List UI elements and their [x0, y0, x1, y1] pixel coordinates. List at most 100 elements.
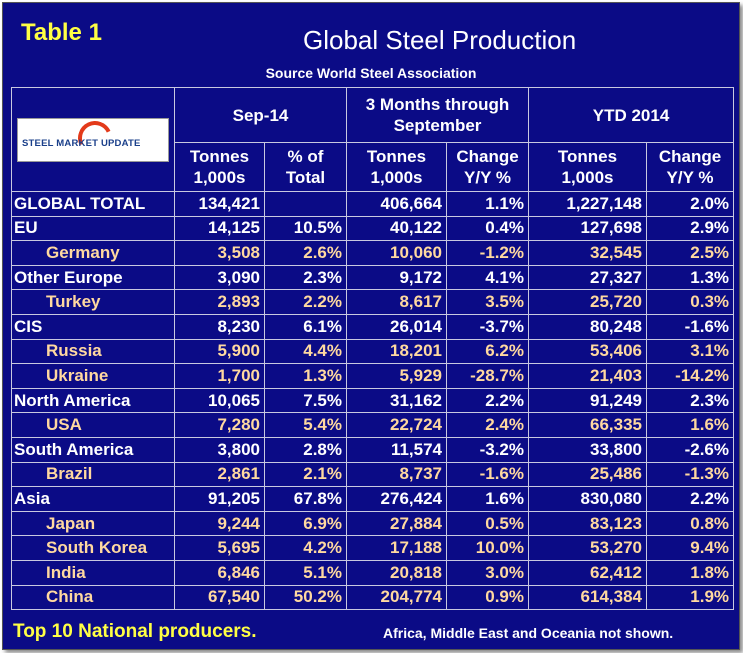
col-label-line1: Change	[658, 147, 722, 166]
cell-ytd-change: 9.4%	[645, 535, 735, 561]
col-3m-change: Change Y/Y %	[446, 142, 529, 192]
cell-sep-tonnes: 8,230	[174, 313, 265, 340]
table-row: Brazil 2,861 2.1% 8,737 -1.6% 25,486 -1.3%	[11, 461, 735, 488]
cell-region-name: Turkey	[11, 289, 175, 315]
steel-market-update-logo: STEEL MARKET UPDATE	[17, 115, 169, 162]
table-row: Japan 9,244 6.9% 27,884 0.5% 83,123 0.8%	[11, 510, 735, 537]
table-row: North America 10,065 7.5% 31,162 2.2% 91,249 2…	[11, 387, 735, 414]
cell-sep-pct: 4.2%	[264, 535, 347, 561]
col-label-line1: Tonnes	[189, 147, 250, 166]
cell-ytd-tonnes: 32,545	[528, 240, 647, 266]
cell-region-name: GLOBAL TOTAL	[11, 191, 175, 217]
cell-sep-tonnes: 5,900	[174, 338, 265, 365]
cell-3m-tonnes: 204,774	[346, 584, 447, 611]
cell-ytd-change: 1.3%	[645, 264, 735, 291]
cell-sep-tonnes: 2,861	[174, 461, 265, 488]
cell-sep-pct: 2.1%	[264, 461, 347, 488]
cell-3m-change: 10.0%	[446, 535, 529, 561]
cell-ytd-tonnes: 83,123	[528, 510, 647, 537]
table-row: Other Europe 3,090 2.3% 9,172 4.1% 27,327 1.3%	[11, 264, 735, 291]
cell-region-name: Russia	[11, 338, 175, 365]
cell-ytd-tonnes: 80,248	[528, 313, 647, 340]
cell-ytd-tonnes: 21,403	[528, 363, 647, 389]
footer-note-top-10: Top 10 National producers.	[13, 621, 257, 642]
col-label-line1: % of	[287, 147, 324, 166]
page-title: Global Steel Production	[303, 25, 577, 55]
cell-sep-tonnes: 10,065	[174, 387, 265, 414]
table-row: China 67,540 50.2% 204,774 0.9% 614,384 1.9%	[11, 584, 735, 611]
cell-region-name: South America	[11, 436, 175, 463]
cell-3m-change: 1.6%	[446, 486, 529, 512]
col-label-line2: 1,000s	[193, 168, 246, 187]
cell-ytd-change: 1.6%	[645, 412, 735, 438]
cell-ytd-tonnes: 53,270	[528, 535, 647, 561]
cell-sep-tonnes: 3,508	[174, 240, 265, 266]
footer-note-not-shown: Africa, Middle East and Oceania not show…	[383, 625, 674, 641]
table-row: Asia 91,205 67.8% 276,424 1.6% 830,080 2.2%	[11, 486, 735, 512]
cell-sep-tonnes: 91,205	[174, 486, 265, 512]
cell-sep-tonnes: 3,090	[174, 264, 265, 291]
cell-ytd-tonnes: 91,249	[528, 387, 647, 414]
cell-ytd-tonnes: 62,412	[528, 559, 647, 586]
col-label-line1: Tonnes	[366, 147, 427, 166]
cell-sep-pct: 2.8%	[264, 436, 347, 463]
col-label-line1: Change	[456, 147, 519, 166]
cell-sep-tonnes: 134,421	[174, 191, 265, 217]
steel-production-table: STEEL MARKET UPDATE Sep-14 3 Months thro…	[11, 87, 735, 611]
cell-3m-change: 4.1%	[446, 264, 529, 291]
cell-3m-change: -1.6%	[446, 461, 529, 488]
cell-ytd-tonnes: 25,486	[528, 461, 647, 488]
cell-sep-pct: 67.8%	[264, 486, 347, 512]
cell-sep-pct: 6.1%	[264, 313, 347, 340]
cell-ytd-tonnes: 614,384	[528, 584, 647, 611]
cell-3m-tonnes: 17,188	[346, 535, 447, 561]
cell-sep-pct: 2.6%	[264, 240, 347, 266]
cell-3m-tonnes: 40,122	[346, 215, 447, 242]
cell-region-name: CIS	[11, 313, 175, 340]
cell-3m-tonnes: 10,060	[346, 240, 447, 266]
cell-region-name: Brazil	[11, 461, 175, 488]
cell-sep-pct: 2.2%	[264, 289, 347, 315]
cell-ytd-change: 2.0%	[645, 191, 735, 217]
cell-sep-pct: 2.3%	[264, 264, 347, 291]
col-sep-pct: % of Total	[264, 142, 347, 192]
cell-ytd-tonnes: 33,800	[528, 436, 647, 463]
cell-region-name: EU	[11, 215, 175, 242]
cell-sep-tonnes: 5,695	[174, 535, 265, 561]
cell-ytd-tonnes: 830,080	[528, 486, 647, 512]
cell-3m-tonnes: 406,664	[346, 191, 447, 217]
table-row: USA 7,280 5.4% 22,724 2.4% 66,335 1.6%	[11, 412, 735, 438]
cell-3m-change: -28.7%	[446, 363, 529, 389]
table-row: CIS 8,230 6.1% 26,014 -3.7% 80,248 -1.6%	[11, 313, 735, 340]
cell-3m-tonnes: 20,818	[346, 559, 447, 586]
cell-ytd-change: -14.2%	[645, 363, 735, 389]
cell-ytd-tonnes: 66,335	[528, 412, 647, 438]
cell-ytd-change: 3.1%	[645, 338, 735, 365]
cell-3m-tonnes: 31,162	[346, 387, 447, 414]
cell-sep-tonnes: 7,280	[174, 412, 265, 438]
cell-3m-change: 0.4%	[446, 215, 529, 242]
cell-ytd-change: 2.2%	[645, 486, 735, 512]
logo-cell: STEEL MARKET UPDATE	[11, 87, 175, 192]
logo-text: STEEL MARKET UPDATE	[22, 137, 141, 149]
cell-ytd-change: 1.9%	[645, 584, 735, 611]
header-ytd-2014: YTD 2014	[527, 87, 735, 143]
table-row: EU 14,125 10.5% 40,122 0.4% 127,698 2.9%	[11, 215, 735, 242]
cell-3m-tonnes: 27,884	[346, 510, 447, 537]
cell-sep-tonnes: 1,700	[174, 363, 265, 389]
cell-3m-tonnes: 22,724	[346, 412, 447, 438]
cell-ytd-tonnes: 127,698	[528, 215, 647, 242]
cell-3m-change: 3.5%	[446, 289, 529, 315]
header-sep-14: Sep-14	[174, 87, 347, 143]
table-row: India 6,846 5.1% 20,818 3.0% 62,412 1.8%	[11, 559, 735, 586]
col-label-line2: Y/Y %	[464, 168, 511, 187]
cell-3m-tonnes: 9,172	[346, 264, 447, 291]
cell-3m-tonnes: 8,737	[346, 461, 447, 488]
table-row: Germany 3,508 2.6% 10,060 -1.2% 32,545 2.5%	[11, 240, 735, 266]
cell-region-name: Other Europe	[11, 264, 175, 291]
cell-region-name: North America	[11, 387, 175, 414]
table-row: Turkey 2,893 2.2% 8,617 3.5% 25,720 0.3%	[11, 289, 735, 315]
cell-sep-tonnes: 67,540	[174, 584, 265, 611]
cell-sep-tonnes: 3,800	[174, 436, 265, 463]
